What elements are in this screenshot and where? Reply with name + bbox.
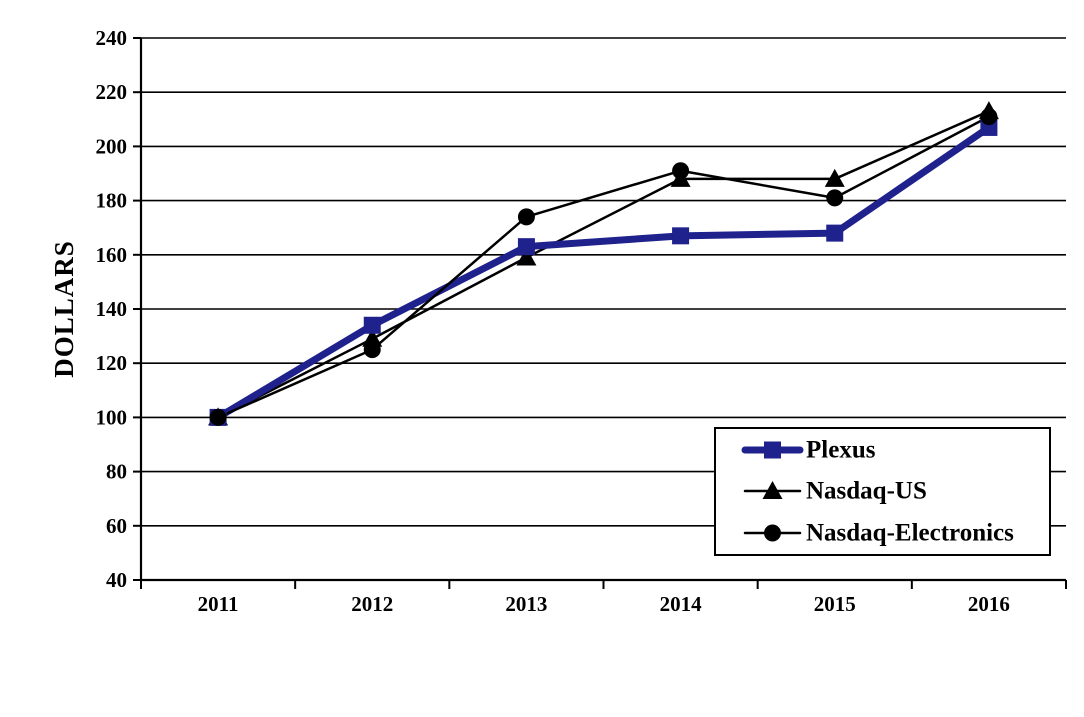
series-marker-plexus	[517, 238, 535, 256]
x-tick-label: 2011	[198, 592, 239, 616]
y-tick-label: 120	[96, 351, 128, 375]
series-marker-nasdaq-electronics	[826, 189, 844, 207]
series-marker-nasdaq-electronics	[209, 408, 227, 426]
series-marker-plexus	[672, 227, 690, 245]
y-tick-label: 40	[106, 568, 127, 592]
x-tick-label: 2012	[351, 592, 393, 616]
series-marker-nasdaq-us	[362, 328, 383, 347]
series-marker-nasdaq-us	[516, 247, 537, 266]
y-tick-label: 140	[96, 297, 128, 321]
series-marker-plexus	[363, 316, 381, 334]
y-tick-label: 100	[96, 405, 128, 429]
x-tick-label: 2013	[505, 592, 547, 616]
x-tick-label: 2015	[814, 592, 856, 616]
y-tick-label: 200	[96, 134, 128, 158]
series-marker-nasdaq-electronics	[517, 208, 535, 226]
x-tick-label: 2014	[660, 592, 703, 616]
legend-marker-circle-icon	[764, 524, 781, 542]
y-tick-label: 220	[96, 80, 128, 104]
series-marker-nasdaq-electronics	[363, 341, 381, 359]
y-tick-label: 240	[96, 26, 128, 50]
series-line-plexus	[214, 123, 993, 421]
x-tick-label: 2016	[968, 592, 1010, 616]
series-line-nasdaq-electronics	[216, 115, 991, 419]
series-marker-nasdaq-us	[824, 168, 845, 187]
series-marker-nasdaq-electronics	[672, 162, 690, 180]
series-line-nasdaq-us	[216, 109, 991, 419]
legend-marker-square-icon	[764, 441, 781, 459]
legend-label: Plexus	[806, 437, 876, 464]
y-tick-label: 160	[96, 243, 128, 267]
y-tick-label: 180	[96, 189, 128, 213]
y-tick-label: 60	[106, 514, 127, 538]
series-marker-plexus	[826, 224, 844, 242]
legend-label: Nasdaq-US	[806, 478, 927, 505]
legend-marker-triangle-icon	[762, 481, 783, 499]
y-tick-label: 80	[106, 460, 127, 484]
series-marker-nasdaq-electronics	[980, 108, 998, 126]
y-axis-title: DOLLARS	[49, 240, 79, 378]
legend-label: Nasdaq-Electronics	[806, 520, 1014, 547]
